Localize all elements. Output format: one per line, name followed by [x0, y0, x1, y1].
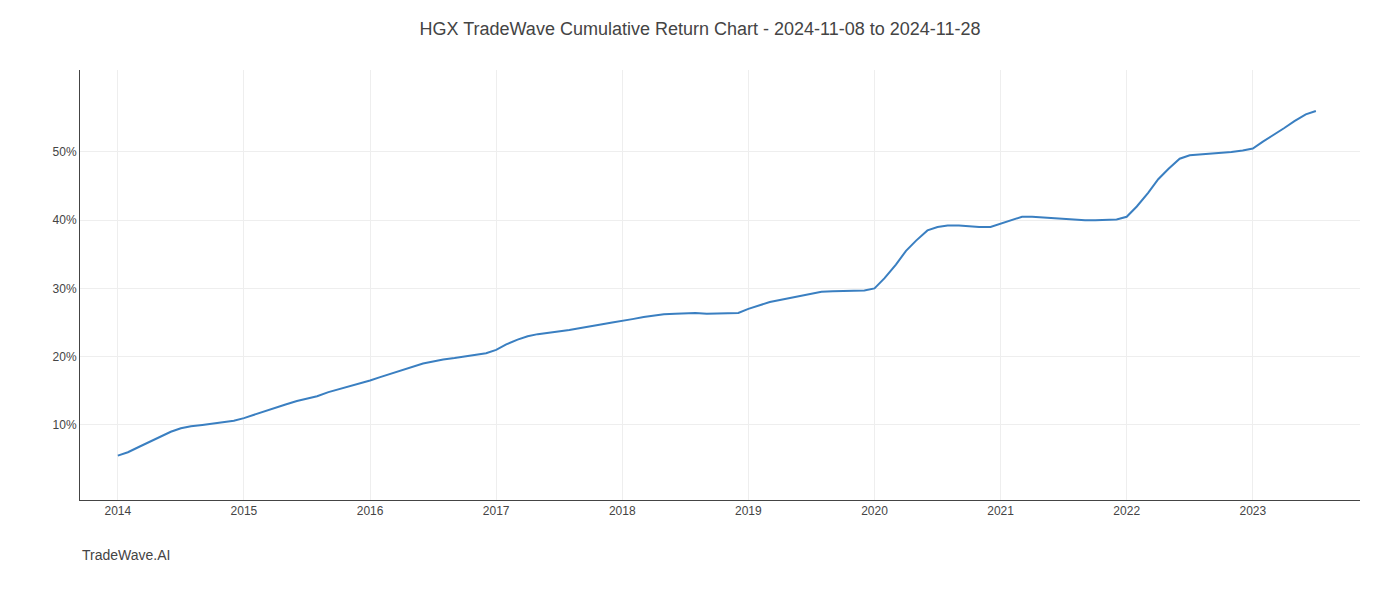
svg-text:50%: 50%: [53, 145, 77, 159]
svg-text:10%: 10%: [53, 418, 77, 432]
svg-text:2017: 2017: [483, 504, 510, 518]
svg-text:HGX TradeWave Cumulative Retur: HGX TradeWave Cumulative Return Chart - …: [420, 19, 981, 39]
svg-text:2014: 2014: [104, 504, 131, 518]
svg-text:2015: 2015: [231, 504, 258, 518]
svg-text:2021: 2021: [987, 504, 1014, 518]
svg-text:30%: 30%: [53, 282, 77, 296]
svg-text:40%: 40%: [53, 213, 77, 227]
svg-text:2020: 2020: [861, 504, 888, 518]
svg-text:2019: 2019: [735, 504, 762, 518]
svg-text:2022: 2022: [1113, 504, 1140, 518]
svg-text:2023: 2023: [1239, 504, 1266, 518]
svg-text:20%: 20%: [53, 350, 77, 364]
svg-text:2018: 2018: [609, 504, 636, 518]
svg-text:TradeWave.AI: TradeWave.AI: [82, 547, 170, 563]
svg-text:2016: 2016: [357, 504, 384, 518]
